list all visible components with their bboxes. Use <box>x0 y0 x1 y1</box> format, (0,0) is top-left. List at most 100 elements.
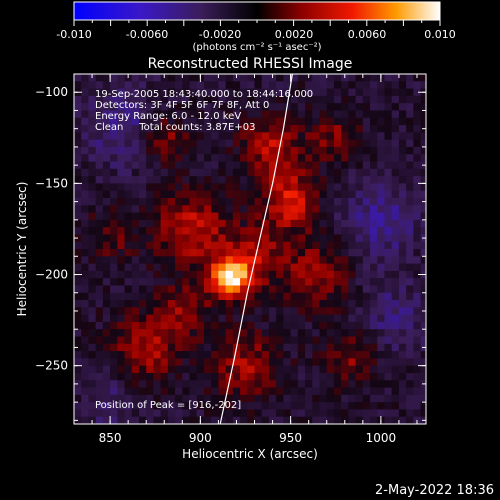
heatmap-cell <box>203 132 212 141</box>
heatmap-cell <box>160 154 169 162</box>
heatmap-cell <box>377 394 385 403</box>
heatmap-cell <box>182 365 190 374</box>
heatmap-cell <box>341 321 349 330</box>
heatmap-cell <box>348 154 356 162</box>
heatmap-cell <box>153 219 162 228</box>
heatmap-cell <box>261 95 270 104</box>
heatmap-cell <box>319 300 328 308</box>
heatmap-cell <box>326 387 335 396</box>
heatmap-cell <box>146 270 154 279</box>
heatmap-cell <box>261 183 270 192</box>
heatmap-cell <box>247 110 255 119</box>
heatmap-cell <box>391 88 400 97</box>
heatmap-cell <box>138 176 147 184</box>
heatmap-cell <box>261 190 270 199</box>
heatmap-cell <box>117 285 125 294</box>
heatmap-cell <box>203 300 212 308</box>
heatmap-cell <box>232 125 241 133</box>
heatmap-cell <box>362 117 371 126</box>
heatmap-cell <box>355 139 364 148</box>
heatmap-cell <box>117 409 125 418</box>
heatmap-cell <box>218 343 227 352</box>
heatmap-cell <box>406 139 414 148</box>
heatmap-cell <box>384 103 393 111</box>
heatmap-cell <box>254 292 263 301</box>
heatmap-cell <box>146 227 154 235</box>
heatmap-cell <box>276 365 284 374</box>
heatmap-cell <box>211 183 219 192</box>
heatmap-cell <box>391 285 400 294</box>
heatmap-cell <box>203 74 212 82</box>
heatmap-cell <box>348 212 356 221</box>
heatmap-cell <box>240 95 248 104</box>
heatmap-cell <box>74 212 82 221</box>
heatmap-cell <box>283 365 292 374</box>
heatmap-cell <box>398 190 407 199</box>
heatmap-cell <box>182 278 190 286</box>
heatmap-cell <box>196 234 205 243</box>
heatmap-cell <box>182 110 190 119</box>
heatmap-cell <box>290 409 299 418</box>
heatmap-cell <box>232 300 241 308</box>
heatmap-cell <box>95 227 104 235</box>
heatmap-cell <box>319 249 328 257</box>
heatmap-cell <box>297 139 306 148</box>
heatmap-cell <box>283 270 292 279</box>
heatmap-cell <box>102 125 111 133</box>
heatmap-cell <box>261 88 270 97</box>
heatmap-cell <box>333 190 342 199</box>
heatmap-cell <box>333 219 342 228</box>
heatmap-cell <box>319 81 328 89</box>
heatmap-cell <box>326 394 335 403</box>
heatmap-cell <box>138 95 147 104</box>
heatmap-cell <box>138 329 147 337</box>
heatmap-cell <box>182 380 190 388</box>
heatmap-cell <box>167 176 176 184</box>
heatmap-cell <box>218 372 227 381</box>
heatmap-cell <box>305 329 313 337</box>
heatmap-cell <box>146 212 154 221</box>
heatmap-cell <box>283 81 292 89</box>
heatmap-cell <box>211 321 219 330</box>
heatmap-cell <box>81 314 89 323</box>
heatmap-cell <box>124 183 133 192</box>
heatmap-cell <box>406 88 414 97</box>
heatmap-cell <box>102 307 111 316</box>
heatmap-cell <box>218 256 227 264</box>
heatmap-cell <box>312 372 320 381</box>
heatmap-cell <box>413 402 421 410</box>
heatmap-cell <box>160 117 169 126</box>
heatmap-cell <box>138 351 147 359</box>
heatmap-cell <box>290 205 299 213</box>
heatmap-cell <box>160 212 169 221</box>
heatmap-cell <box>305 205 313 213</box>
heatmap-cell <box>362 380 371 388</box>
heatmap-cell <box>110 307 118 316</box>
heatmap-cell <box>203 168 212 177</box>
heatmap-cell <box>319 256 328 264</box>
heatmap-cell <box>333 263 342 272</box>
heatmap-cell <box>406 278 414 286</box>
heatmap-cell <box>138 387 147 396</box>
heatmap-cell <box>290 314 299 323</box>
heatmap-cell <box>189 219 198 228</box>
heatmap-cell <box>146 263 154 272</box>
heatmap-cell <box>81 394 89 403</box>
heatmap-cell <box>81 329 89 337</box>
heatmap-cell <box>211 249 219 257</box>
heatmap-cell <box>283 409 292 418</box>
heatmap-cell <box>110 249 118 257</box>
heatmap-cell <box>131 132 140 141</box>
heatmap-cell <box>276 95 284 104</box>
heatmap-cell <box>319 110 328 119</box>
heatmap-cell <box>218 249 227 257</box>
heatmap-cell <box>362 402 371 410</box>
heatmap-cell <box>261 358 270 367</box>
heatmap-cell <box>398 387 407 396</box>
heatmap-cell <box>305 402 313 410</box>
heatmap-cell <box>167 95 176 104</box>
heatmap-cell <box>203 387 212 396</box>
heatmap-cell <box>283 205 292 213</box>
heatmap-cell <box>362 219 371 228</box>
heatmap-cell <box>81 154 89 162</box>
